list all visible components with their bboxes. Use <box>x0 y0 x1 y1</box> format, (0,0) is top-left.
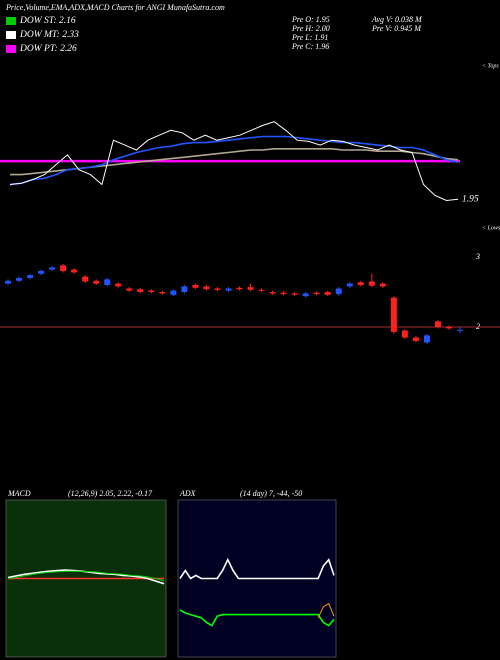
candle-body <box>357 282 364 285</box>
series-line <box>9 135 459 186</box>
candle-body <box>434 321 441 327</box>
candle-body <box>137 289 144 292</box>
candle-body <box>60 265 67 271</box>
series-line <box>179 557 335 580</box>
series-line <box>317 602 335 619</box>
candle-body <box>159 292 166 294</box>
legend-label: DOW MT: 2.33 <box>19 30 79 40</box>
candle-body <box>401 330 408 338</box>
legend-label: DOW ST: 2.16 <box>19 16 76 26</box>
series-line <box>9 121 459 202</box>
candle-body <box>291 293 298 295</box>
candle-body <box>5 280 11 284</box>
candle-body <box>192 285 199 288</box>
panel-subtitle: (12,26,9) 2.05, 2.22, -0.17 <box>68 489 153 498</box>
legend-swatch <box>6 17 16 25</box>
candle-body <box>170 290 177 295</box>
candle-body <box>82 276 89 282</box>
stat: Pre L: 1.91 <box>291 33 328 42</box>
candle-body <box>324 292 331 295</box>
stat: Pre C: 1.96 <box>291 42 329 51</box>
stat: Pre H: 2.00 <box>291 24 330 33</box>
series-line <box>179 609 335 627</box>
page-title: Price,Volume,EMA,ADX,MACD Charts for ANG… <box>5 3 225 12</box>
candle-body <box>16 278 23 281</box>
candle-body <box>203 286 210 290</box>
candle-body <box>104 279 111 285</box>
panel-title: ADX <box>179 489 197 498</box>
last-price: 1.95 <box>462 194 479 204</box>
stat: Pre O: 1.95 <box>291 15 330 24</box>
candle-body <box>225 288 232 291</box>
candle-body <box>236 287 243 290</box>
candle-body <box>368 281 375 286</box>
candle-body <box>115 283 122 287</box>
stat: Avg V: 0.038 M <box>371 15 423 24</box>
candle-body <box>390 297 397 332</box>
legend-swatch <box>6 45 16 53</box>
candle-body <box>126 288 133 291</box>
candle-body <box>302 293 309 297</box>
candle-body <box>445 327 452 329</box>
candle-body <box>214 288 221 290</box>
candle-body <box>346 283 353 287</box>
candle-body <box>313 292 320 295</box>
tops-label: < Tops <box>482 63 499 69</box>
candle-body <box>93 280 100 284</box>
candle-body <box>379 283 386 287</box>
candle-body <box>258 289 265 291</box>
legend-label: DOW PT: 2.26 <box>19 44 77 54</box>
panel-subtitle: (14 day) 7, -44, -50 <box>240 489 302 498</box>
candle-body <box>71 269 78 273</box>
y-tick-label: 2 <box>476 322 480 331</box>
lows-label: < Lows <box>482 225 500 231</box>
candle-body <box>335 288 342 295</box>
candle-body <box>148 290 155 292</box>
candle-body <box>38 271 45 274</box>
candle-body <box>247 287 254 290</box>
candle-body <box>269 292 276 294</box>
series-line <box>7 570 165 582</box>
legend-swatch <box>6 31 16 39</box>
candle-body <box>457 329 463 331</box>
candle-body <box>27 275 34 278</box>
candle-body <box>423 335 430 343</box>
candle-body <box>412 337 419 341</box>
candle-body <box>49 267 56 270</box>
panel-title: MACD <box>7 489 31 498</box>
candle-body <box>181 286 188 292</box>
y-tick-label: 3 <box>475 252 480 261</box>
stat: Pre V: 0.945 M <box>371 24 422 33</box>
candle-body <box>280 292 287 295</box>
